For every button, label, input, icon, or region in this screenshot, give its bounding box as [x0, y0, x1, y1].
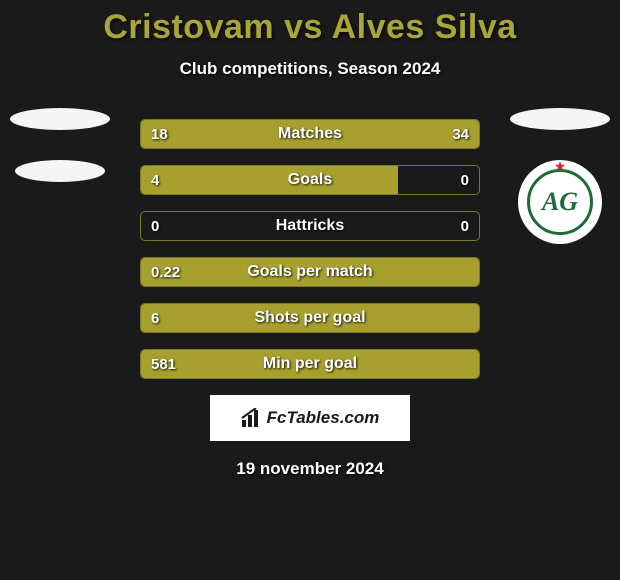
- stat-value-left: 0: [151, 212, 159, 240]
- stat-bar: 581Min per goal: [140, 349, 480, 379]
- stat-bar: 0.22Goals per match: [140, 257, 480, 287]
- stat-value-left: 6: [151, 304, 159, 332]
- stat-label: Hattricks: [141, 212, 479, 240]
- stat-bar: 6Shots per goal: [140, 303, 480, 333]
- stat-value-right: 0: [461, 166, 469, 194]
- stat-bar-left-fill: [141, 258, 479, 286]
- stat-bar-left-fill: [141, 350, 479, 378]
- stat-value-left: 0.22: [151, 258, 180, 286]
- stat-value-right: 34: [452, 120, 469, 148]
- branding-badge: FcTables.com: [210, 395, 410, 441]
- stat-bar: 40Goals: [140, 165, 480, 195]
- stat-value-left: 581: [151, 350, 176, 378]
- stat-bar-left-fill: [141, 304, 479, 332]
- header: Cristovam vs Alves Silva Club competitio…: [0, 0, 620, 79]
- stat-value-left: 18: [151, 120, 168, 148]
- stat-bar: 1834Matches: [140, 119, 480, 149]
- branding-text: FcTables.com: [267, 408, 380, 428]
- stat-value-left: 4: [151, 166, 159, 194]
- bar-chart-icon: [241, 408, 263, 428]
- stat-value-right: 0: [461, 212, 469, 240]
- stat-bar: 0 0Hattricks: [140, 211, 480, 241]
- date-text: 19 november 2024: [0, 459, 620, 479]
- page-subtitle: Club competitions, Season 2024: [0, 59, 620, 79]
- stat-bar-left-fill: [141, 166, 398, 194]
- page-title: Cristovam vs Alves Silva: [0, 8, 620, 47]
- stats-bars: 1834Matches40Goals00Hattricks0.22Goals p…: [0, 119, 620, 379]
- stat-bar-right-fill: [258, 120, 479, 148]
